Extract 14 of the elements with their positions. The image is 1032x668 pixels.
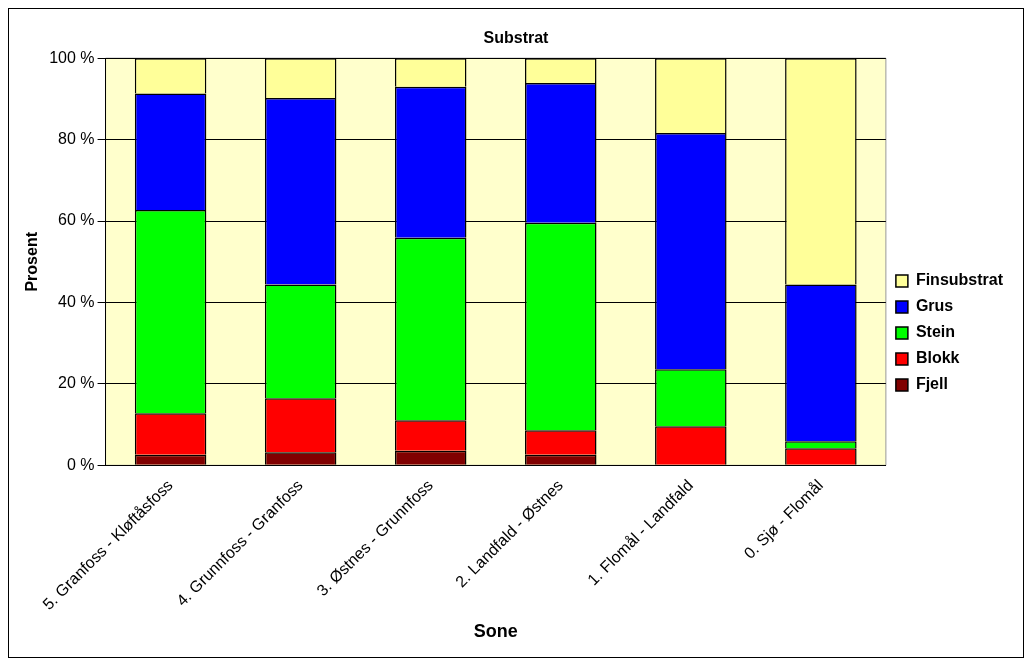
legend-label: Stein bbox=[915, 323, 956, 341]
x-axis-title: Sone bbox=[473, 621, 518, 642]
y-tick-label: 40 % bbox=[58, 292, 95, 310]
y-tick-label: 100 % bbox=[49, 48, 95, 66]
y-tick-label: 20 % bbox=[58, 374, 95, 392]
chart-title: Substrat bbox=[483, 29, 550, 47]
y-tick-label: 80 % bbox=[58, 130, 95, 148]
y-tick-label: 60 % bbox=[58, 211, 95, 229]
legend-label: Grus bbox=[915, 297, 954, 315]
legend-label: Blokk bbox=[915, 349, 960, 367]
legend-label: Finsubstrat bbox=[915, 271, 1004, 289]
y-tick-label: 0 % bbox=[66, 455, 95, 473]
y-axis-title: Prosent bbox=[23, 231, 41, 292]
legend-label: Fjell bbox=[915, 375, 948, 393]
